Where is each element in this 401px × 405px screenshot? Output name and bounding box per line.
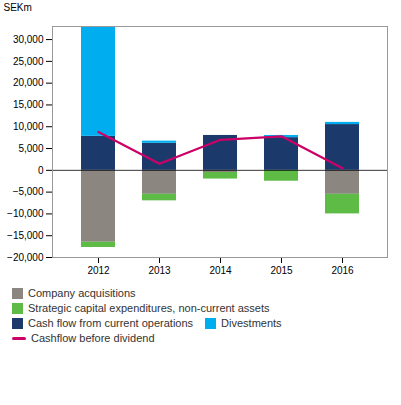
svg-text:−10,000: −10,000 (7, 208, 44, 219)
html-text:Strategic capital expenditures: Strategic capital expenditures, non-curr… (28, 302, 270, 314)
svg-text:10,000: 10,000 (13, 121, 44, 132)
svg-text:30,000: 30,000 (13, 34, 44, 45)
svg-text:0: 0 (38, 165, 44, 176)
svg-text:15,000: 15,000 (13, 99, 44, 110)
svg-text:2015: 2015 (270, 265, 293, 276)
svg-text:5,000: 5,000 (18, 143, 43, 154)
svg-text:SEKm: SEKm (4, 2, 32, 13)
svg-text:2013: 2013 (148, 265, 171, 276)
html-text:Divestments: Divestments (221, 317, 282, 329)
svg-text:2016: 2016 (331, 265, 354, 276)
svg-text:2014: 2014 (209, 265, 232, 276)
html-text:Cashflow before dividend: Cashflow before dividend (31, 332, 155, 344)
svg-text:20,000: 20,000 (13, 77, 44, 88)
svg-text:−20,000: −20,000 (7, 252, 44, 263)
html-text:Company acquisitions: Company acquisitions (28, 287, 136, 299)
svg-text:25,000: 25,000 (13, 56, 44, 67)
html-text:Cash flow from current operati: Cash flow from current operations (28, 317, 194, 329)
svg-text:−5,000: −5,000 (13, 186, 44, 197)
svg-text:−15,000: −15,000 (7, 230, 44, 241)
svg-text:2012: 2012 (87, 265, 110, 276)
